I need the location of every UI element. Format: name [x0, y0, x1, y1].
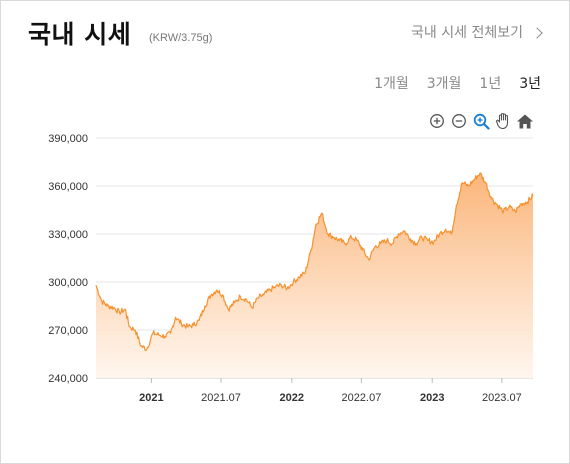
x-axis: 2021 2021.07 2022 2022.07 2023 2023.07	[139, 378, 522, 404]
y-axis: 390,000 360,000 330,000 300,000 270,000 240,0…	[48, 133, 88, 385]
x-tick-label: 2021.07	[201, 392, 241, 404]
y-tick-label: 390,000	[48, 133, 88, 145]
tab-3-year[interactable]: 3년	[519, 76, 541, 92]
y-tick-label: 330,000	[48, 229, 88, 241]
y-tick-label: 360,000	[48, 181, 88, 193]
view-all-label: 국내 시세 전체보기	[411, 25, 523, 41]
range-tabs: 1개월 3개월 1년 3년	[374, 73, 541, 93]
page-title: 국내 시세	[28, 20, 132, 49]
price-area-fill	[96, 173, 533, 378]
zoom-select-icon[interactable]	[471, 111, 491, 131]
y-tick-label: 270,000	[48, 325, 88, 337]
x-tick-label: 2022	[280, 392, 304, 404]
chart-toolbar	[427, 111, 535, 131]
tab-3-month[interactable]: 3개월	[426, 76, 462, 92]
pan-hand-icon[interactable]	[493, 111, 513, 131]
y-tick-label: 240,000	[48, 373, 88, 385]
tab-1-month[interactable]: 1개월	[374, 76, 409, 92]
view-all-link[interactable]: 국내 시세 전체보기	[411, 22, 543, 42]
zoom-in-icon[interactable]	[427, 111, 447, 131]
tab-1-year[interactable]: 1년	[479, 76, 502, 92]
price-line	[95, 172, 534, 351]
x-tick-label: 2023.07	[482, 392, 522, 404]
y-tick-label: 300,000	[48, 277, 88, 289]
price-series	[95, 172, 534, 378]
zoom-out-icon[interactable]	[449, 111, 469, 131]
x-tick-label: 2021	[139, 392, 163, 404]
x-tick-label: 2023	[420, 392, 444, 404]
x-tick-label: 2022.07	[342, 392, 382, 404]
home-icon[interactable]	[515, 111, 535, 131]
unit-label: (KRW/3.75g)	[149, 32, 213, 44]
